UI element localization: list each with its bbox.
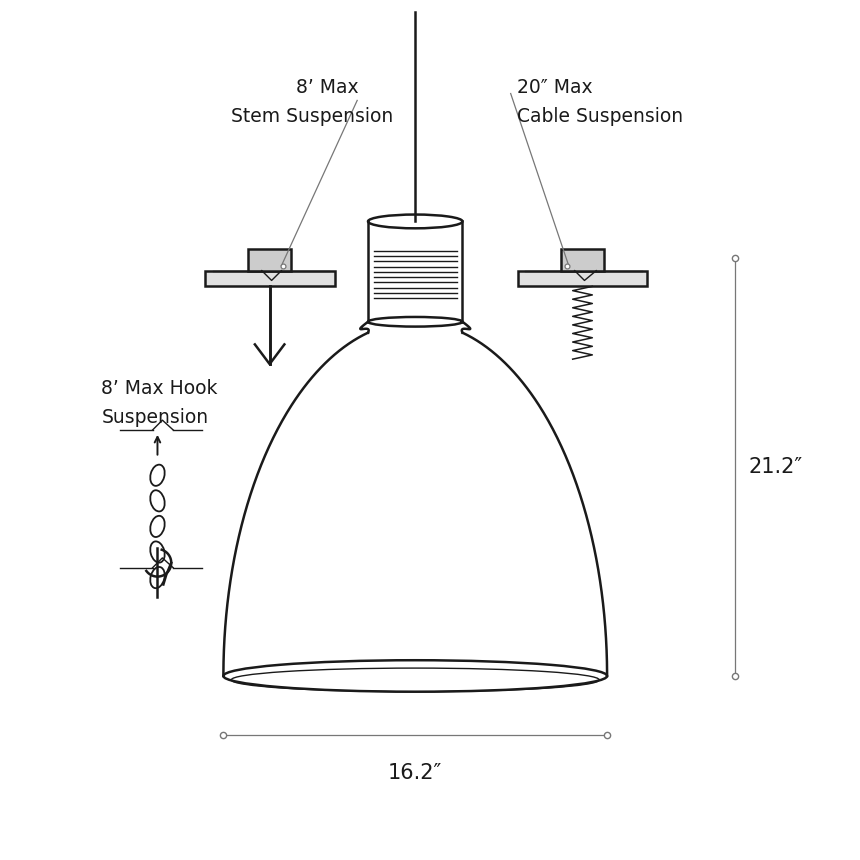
Text: Cable Suspension: Cable Suspension	[517, 108, 683, 126]
Text: 20″ Max: 20″ Max	[517, 77, 593, 97]
Text: 8’ Max Hook: 8’ Max Hook	[101, 379, 218, 398]
Bar	[561, 249, 604, 271]
Text: 21.2″: 21.2″	[749, 457, 803, 477]
Bar	[248, 249, 292, 271]
Text: 8’ Max: 8’ Max	[297, 77, 359, 97]
Text: Suspension: Suspension	[101, 408, 208, 427]
Text: Stem Suspension: Stem Suspension	[230, 108, 393, 126]
Text: 16.2″: 16.2″	[388, 763, 442, 783]
Bar	[205, 271, 335, 286]
Bar	[518, 271, 648, 286]
